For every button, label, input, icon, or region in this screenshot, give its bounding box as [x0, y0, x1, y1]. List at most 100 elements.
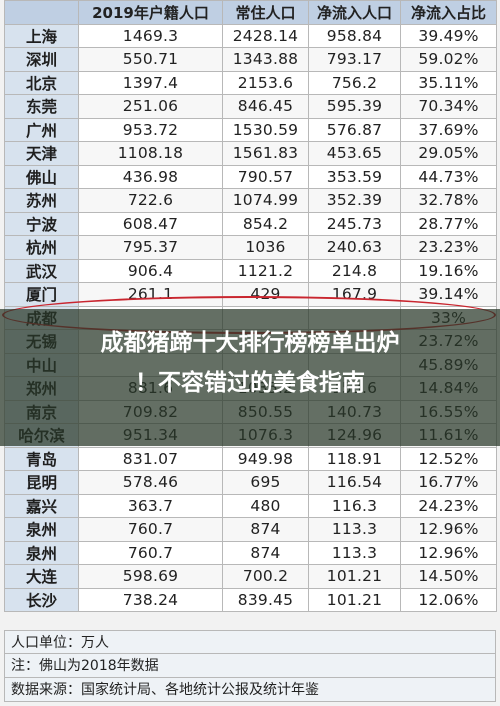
table-cell: 118.91 — [308, 446, 401, 471]
table-cell: 35.11% — [400, 70, 497, 95]
city-name: 宁波 — [4, 211, 79, 236]
city-name: 深圳 — [4, 47, 79, 72]
header-net-inflow: 净流入人口 — [308, 0, 401, 25]
table-cell: 16.77% — [400, 470, 497, 495]
table-row: 泉州 760.7 874 113.3 12.96% — [4, 540, 497, 565]
table-cell: 578.46 — [78, 470, 223, 495]
overlay-title-line1: 成都猪蹄十大排行榜榜单出炉 — [100, 330, 400, 356]
table-row: 杭州 795.37 1036 240.63 23.23% — [4, 235, 497, 260]
notes: 人口单位：万人 注：佛山为2018年数据 数据来源：国家统计局、各地统计公报及统… — [4, 630, 496, 702]
overlay-title-line2: ！不容错过的美食指南 — [135, 370, 365, 396]
table-cell: 453.65 — [308, 141, 401, 166]
table-cell: 101.21 — [308, 587, 401, 612]
city-name: 大连 — [4, 564, 79, 589]
table-cell: 480 — [222, 493, 309, 518]
table-cell: 550.71 — [78, 47, 223, 72]
table-cell: 608.47 — [78, 211, 223, 236]
table-cell: 113.3 — [308, 517, 401, 542]
table-cell: 116.54 — [308, 470, 401, 495]
header-city — [4, 0, 79, 25]
table-cell: 958.84 — [308, 23, 401, 48]
city-name: 泉州 — [4, 540, 79, 565]
table-cell: 29.05% — [400, 141, 497, 166]
table-cell: 795.37 — [78, 235, 223, 260]
table-cell: 14.50% — [400, 564, 497, 589]
table-row: 大连 598.69 700.2 101.21 14.50% — [4, 564, 497, 589]
table-cell: 1074.99 — [222, 188, 309, 213]
table-cell: 700.2 — [222, 564, 309, 589]
city-name: 武汉 — [4, 258, 79, 283]
header-net-inflow-ratio: 净流入占比 — [400, 0, 497, 25]
table-cell: 251.06 — [78, 94, 223, 119]
table-cell: 1121.2 — [222, 258, 309, 283]
table-cell: 949.98 — [222, 446, 309, 471]
city-name: 上海 — [4, 23, 79, 48]
table-cell: 874 — [222, 517, 309, 542]
table-cell: 874 — [222, 540, 309, 565]
table-row: 泉州 760.7 874 113.3 12.96% — [4, 517, 497, 542]
table-cell: 12.96% — [400, 517, 497, 542]
table-row: 上海 1469.3 2428.14 958.84 39.49% — [4, 23, 497, 48]
table-row: 武汉 906.4 1121.2 214.8 19.16% — [4, 258, 497, 283]
table-cell: 44.73% — [400, 164, 497, 189]
table-cell: 12.06% — [400, 587, 497, 612]
table-cell: 28.77% — [400, 211, 497, 236]
table-row: 佛山 436.98 790.57 353.59 44.73% — [4, 164, 497, 189]
table-cell: 906.4 — [78, 258, 223, 283]
table-cell: 32.78% — [400, 188, 497, 213]
table-cell: 793.17 — [308, 47, 401, 72]
table-cell: 598.69 — [78, 564, 223, 589]
table-cell: 245.73 — [308, 211, 401, 236]
header-resident-population: 常住人口 — [222, 0, 309, 25]
table-row: 宁波 608.47 854.2 245.73 28.77% — [4, 211, 497, 236]
table-cell: 59.02% — [400, 47, 497, 72]
table-row: 天津 1108.18 1561.83 453.65 29.05% — [4, 141, 497, 166]
table-cell: 846.45 — [222, 94, 309, 119]
city-name: 佛山 — [4, 164, 79, 189]
city-name: 嘉兴 — [4, 493, 79, 518]
table-cell: 1397.4 — [78, 70, 223, 95]
overlay-title[interactable]: 成都猪蹄十大排行榜榜单出炉 ！不容错过的美食指南 — [0, 323, 500, 403]
table-row: 长沙 738.24 839.45 101.21 12.06% — [4, 587, 497, 612]
table-row: 嘉兴 363.7 480 116.3 24.23% — [4, 493, 497, 518]
table-cell: 756.2 — [308, 70, 401, 95]
table-cell: 738.24 — [78, 587, 223, 612]
city-name: 泉州 — [4, 517, 79, 542]
city-name: 北京 — [4, 70, 79, 95]
city-name: 天津 — [4, 141, 79, 166]
table-row: 昆明 578.46 695 116.54 16.77% — [4, 470, 497, 495]
table-cell: 12.52% — [400, 446, 497, 471]
table-cell: 760.7 — [78, 517, 223, 542]
table-cell: 1343.88 — [222, 47, 309, 72]
table-cell: 1108.18 — [78, 141, 223, 166]
title-overlay — [0, 309, 500, 446]
city-name: 东莞 — [4, 94, 79, 119]
city-name: 广州 — [4, 117, 79, 142]
table-cell: 12.96% — [400, 540, 497, 565]
table-cell: 116.3 — [308, 493, 401, 518]
table-cell: 214.8 — [308, 258, 401, 283]
table-cell: 352.39 — [308, 188, 401, 213]
table-cell: 1469.3 — [78, 23, 223, 48]
table-row: 青岛 831.07 949.98 118.91 12.52% — [4, 446, 497, 471]
table-cell: 854.2 — [222, 211, 309, 236]
table-cell: 2428.14 — [222, 23, 309, 48]
table-cell: 37.69% — [400, 117, 497, 142]
table-cell: 19.16% — [400, 258, 497, 283]
footnote: 注：佛山为2018年数据 — [4, 654, 496, 678]
table-cell: 70.34% — [400, 94, 497, 119]
source-note: 数据来源：国家统计局、各地统计公报及统计年鉴 — [4, 678, 496, 702]
table-cell: 2153.6 — [222, 70, 309, 95]
table-cell: 39.49% — [400, 23, 497, 48]
table-cell: 576.87 — [308, 117, 401, 142]
table-row: 广州 953.72 1530.59 576.87 37.69% — [4, 117, 497, 142]
city-name: 青岛 — [4, 446, 79, 471]
table-cell: 722.6 — [78, 188, 223, 213]
table-cell: 790.57 — [222, 164, 309, 189]
city-name: 昆明 — [4, 470, 79, 495]
table-row: 苏州 722.6 1074.99 352.39 32.78% — [4, 188, 497, 213]
table-cell: 240.63 — [308, 235, 401, 260]
table-cell: 353.59 — [308, 164, 401, 189]
city-name: 杭州 — [4, 235, 79, 260]
